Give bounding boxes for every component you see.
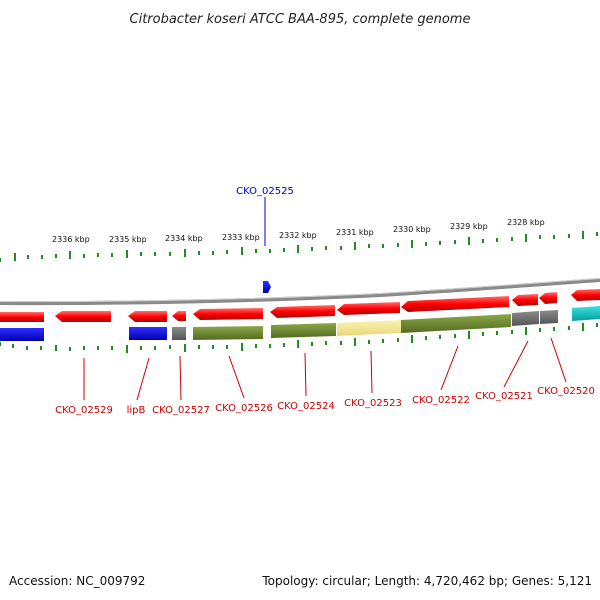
bottom-tick-marks: [0, 323, 598, 353]
gene-arrow[interactable]: [512, 294, 538, 306]
leader-line: [179, 355, 182, 401]
gene-label-cko-02524: CKO_02524: [277, 401, 335, 412]
gene-label-cko-02523: CKO_02523: [344, 398, 402, 409]
gene-block-cko-02527[interactable]: [172, 327, 186, 340]
leader-line: [304, 352, 307, 397]
map-title: Citrobacter koseri ATCC BAA-895, complet…: [130, 12, 471, 27]
gene-arrow[interactable]: [571, 289, 600, 301]
gene-cko-02525[interactable]: [263, 281, 271, 293]
gene-label-cko-02529: CKO_02529: [55, 405, 113, 416]
gene-arrow[interactable]: [193, 308, 263, 320]
gene-arrow[interactable]: [539, 292, 557, 304]
leader-line: [440, 345, 459, 391]
scale-label: 2333 kbp: [222, 233, 260, 242]
scale-label: 2330 kbp: [393, 225, 431, 234]
gene-block-cko-02522[interactable]: [401, 314, 511, 333]
genome-backbone: [0, 278, 600, 306]
bottom-gene-labels: [83, 337, 567, 401]
gene-block-cko-02523[interactable]: [337, 320, 401, 336]
gene-arrow[interactable]: [172, 311, 186, 321]
gene-label-cko-02520: CKO_02520: [537, 386, 595, 397]
leader-line: [136, 357, 150, 401]
top-tick-marks: [0, 231, 598, 262]
gene-block-cko-02526[interactable]: [193, 326, 263, 340]
gene-block-cko-02524[interactable]: [271, 323, 336, 338]
topology-text: Topology: circular; Length: 4,720,462 bp…: [261, 574, 592, 588]
gene-block-cko-02521[interactable]: [512, 311, 539, 326]
gene-block-blue[interactable]: [0, 328, 44, 341]
scale-label: 2331 kbp: [336, 228, 374, 237]
gene-label-cko-02527: CKO_02527: [152, 405, 210, 416]
gene-label-cko-02522: CKO_02522: [412, 395, 470, 406]
colored-gene-row: [0, 306, 600, 341]
gene-label-cko-02526: CKO_02526: [215, 403, 273, 414]
reverse-gene-row: [0, 289, 600, 322]
leader-line: [550, 337, 567, 383]
leader-line: [503, 340, 529, 388]
top-gene-label-group: CKO_02525: [236, 186, 294, 246]
gene-block-lipb[interactable]: [129, 327, 167, 340]
gene-block-gray-2[interactable]: [540, 310, 558, 324]
accession-text: Accession: NC_009792: [9, 574, 145, 588]
gene-arrow[interactable]: [55, 311, 111, 322]
gene-arrow[interactable]: [270, 305, 335, 318]
scale-label: 2336 kbp: [52, 235, 90, 244]
gene-label-cko-02521: CKO_02521: [475, 391, 533, 402]
scale-label: 2329 kbp: [450, 222, 488, 231]
scale-label: 2332 kbp: [279, 231, 317, 240]
gene-label-cko-02525: CKO_02525: [236, 186, 294, 197]
leader-line: [228, 355, 245, 399]
gene-arrow[interactable]: [0, 312, 44, 322]
top-scale: 2336 kbp 2335 kbp 2334 kbp 2333 kbp 2332…: [0, 218, 598, 262]
gene-arrow[interactable]: [401, 296, 509, 312]
gene-block-cko-02520[interactable]: [572, 306, 600, 321]
scale-label: 2335 kbp: [109, 235, 147, 244]
gene-label-lipb: lipB: [127, 405, 146, 416]
scale-label: 2334 kbp: [165, 234, 203, 243]
bottom-gene-label-text: CKO_02529 lipB CKO_02527 CKO_02526 CKO_0…: [55, 386, 595, 416]
gene-arrow[interactable]: [128, 311, 167, 322]
leader-line: [370, 350, 373, 394]
scale-label: 2328 kbp: [507, 218, 545, 227]
gene-arrow[interactable]: [337, 302, 400, 315]
